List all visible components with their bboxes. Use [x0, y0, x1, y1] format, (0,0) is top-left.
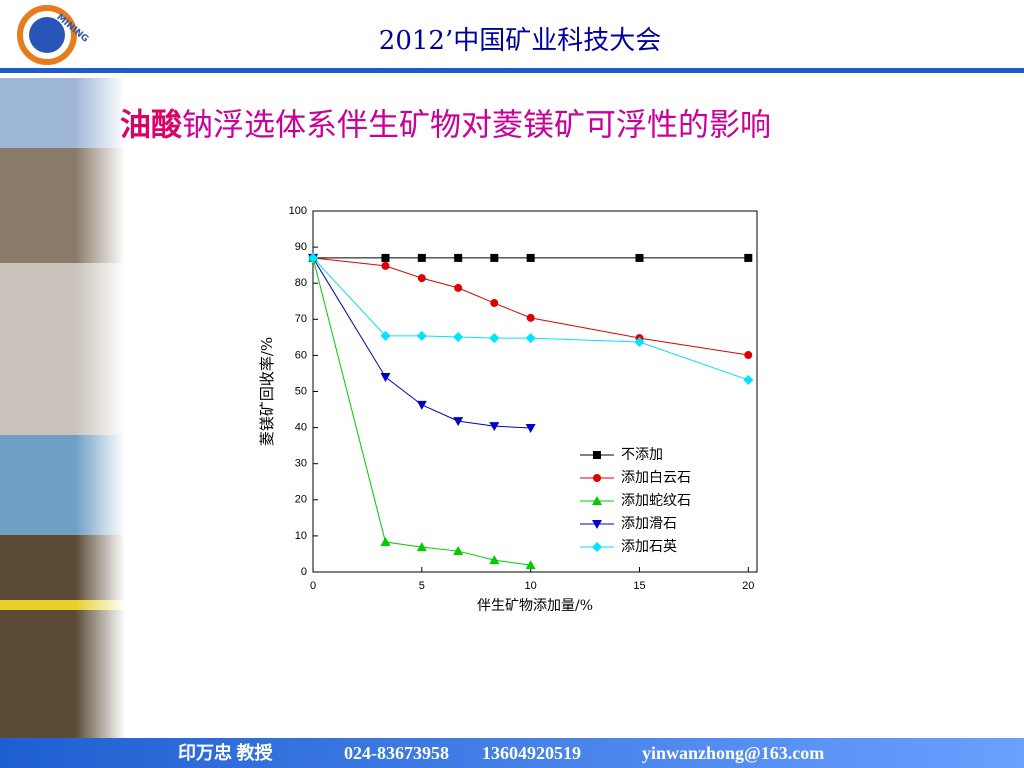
marker [490, 299, 499, 308]
marker [416, 330, 427, 341]
footer-email: yinwanzhong@163.com [642, 743, 824, 763]
y-tick-label: 40 [295, 422, 307, 434]
x-tick-label: 15 [633, 580, 645, 592]
y-tick-label: 20 [295, 494, 307, 506]
legend-marker [592, 496, 602, 505]
y-tick-label: 60 [295, 349, 307, 361]
series-line [312, 257, 749, 356]
slide-title: 钠浮选体系伴生矿物对菱镁矿可浮性的影响 [182, 108, 771, 144]
y-tick-label: 0 [301, 566, 307, 578]
series-line [312, 257, 749, 381]
marker [416, 400, 427, 410]
marker [490, 253, 499, 262]
legend-label: 添加石英 [621, 538, 677, 555]
chart-background [240, 195, 780, 610]
y-tick-label: 80 [295, 277, 307, 289]
marker [489, 555, 500, 565]
marker [417, 274, 426, 283]
footer-mobile: 13604920519 [482, 743, 581, 763]
footer-name: 印万忠 教授 [178, 742, 273, 763]
marker [744, 351, 753, 360]
legend-marker [593, 451, 601, 459]
y-tick-label: 90 [295, 241, 307, 253]
series-line [312, 257, 531, 566]
marker [381, 261, 390, 270]
y-tick-label: 100 [289, 205, 307, 217]
marker [417, 253, 426, 262]
marker [525, 333, 536, 344]
legend-label: 添加白云石 [621, 470, 691, 486]
legend-label: 添加蛇纹石 [621, 493, 691, 509]
marker [453, 417, 464, 427]
photo-strip [0, 78, 125, 738]
marker [526, 253, 535, 262]
x-axis-label: 伴生矿物添加量/% [477, 598, 593, 614]
title-highlight: 油酸 [120, 108, 183, 144]
y-tick-label: 30 [295, 458, 307, 470]
footer-phone: 024-83673958 [344, 743, 449, 763]
marker [526, 313, 535, 322]
marker [454, 253, 463, 262]
marker [453, 331, 464, 342]
marker [380, 537, 391, 547]
legend-label: 添加滑石 [621, 515, 677, 532]
legend-marker [592, 542, 602, 552]
marker [453, 546, 464, 556]
marker [308, 252, 318, 263]
header-rule [0, 68, 1024, 73]
legend-marker [593, 474, 601, 482]
y-tick-label: 70 [295, 313, 307, 325]
x-tick-label: 20 [742, 580, 754, 592]
marker [416, 542, 427, 552]
series-line [312, 257, 531, 429]
marker [454, 283, 463, 292]
marker [525, 423, 536, 433]
chart: 0 10 20 30 40 50 60 70 80 90 100 0 5 10 15 20 伴生矿物添加量/% 菱… [240, 195, 780, 614]
marker [744, 253, 753, 262]
y-tick-label: 50 [295, 385, 307, 397]
marker [489, 333, 500, 344]
x-tick-label: 0 [310, 580, 316, 592]
y-tick-label: 10 [295, 530, 307, 542]
marker [743, 374, 754, 385]
marker [381, 253, 390, 262]
marker [380, 373, 391, 383]
x-tick-label: 10 [525, 580, 537, 592]
legend-marker [592, 520, 602, 529]
x-tick-label: 5 [419, 580, 425, 592]
y-axis-label: 菱镁矿回收率/% [258, 337, 276, 446]
marker [635, 253, 644, 262]
marker [489, 422, 500, 432]
marker [634, 337, 645, 348]
marker [525, 560, 536, 570]
footer-bar [0, 738, 1024, 768]
marker [380, 330, 391, 341]
legend-label: 不添加 [621, 447, 663, 463]
header-title: 2012’中国矿业科技大会 [379, 26, 661, 56]
